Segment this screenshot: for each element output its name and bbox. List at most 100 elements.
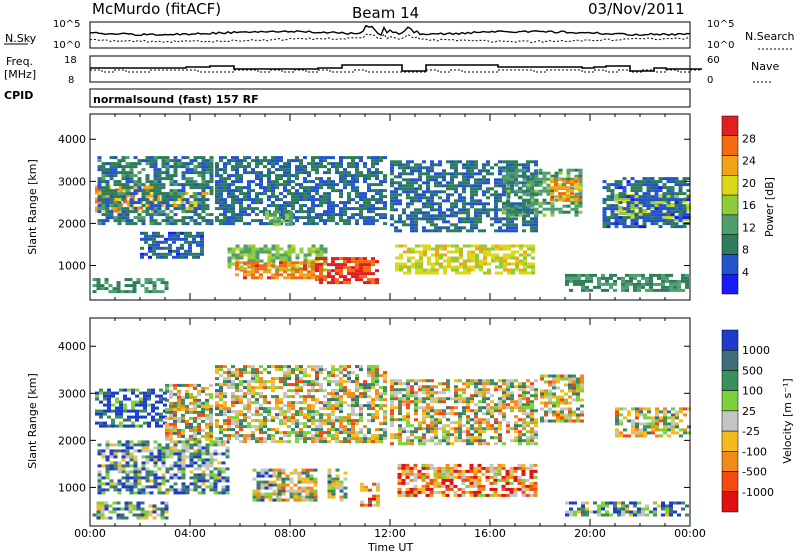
power-cell <box>637 282 641 286</box>
velocity-cell <box>319 386 323 390</box>
power-cell <box>185 165 190 169</box>
velocity-cell <box>112 507 117 511</box>
power-cell <box>197 192 202 196</box>
velocity-cell <box>185 422 189 426</box>
power-cell <box>530 183 535 187</box>
velocity-cell <box>343 440 347 444</box>
power-cell <box>526 183 531 187</box>
power-cell <box>671 215 675 218</box>
velocity-cell <box>247 371 251 375</box>
velocity-cell <box>173 419 177 423</box>
power-cell <box>538 204 543 208</box>
power-cell <box>662 204 667 208</box>
power-cell <box>446 193 450 197</box>
power-cell <box>121 207 126 211</box>
power-cell <box>626 183 631 187</box>
velocity-cell <box>285 489 290 493</box>
velocity-cell <box>327 471 332 475</box>
power-cell <box>97 159 102 163</box>
power-cell <box>510 180 515 184</box>
power-cell <box>315 257 319 261</box>
velocity-cell <box>143 397 147 401</box>
power-cell <box>235 247 240 251</box>
noise-left-tick-bottom: 10^0 <box>53 40 80 51</box>
power-cell <box>327 195 331 199</box>
power-cell <box>161 195 166 199</box>
power-cell <box>622 222 627 226</box>
power-cell <box>674 222 679 226</box>
power-cell <box>351 180 355 184</box>
power-cell <box>531 256 535 260</box>
power-cell <box>618 216 623 220</box>
power-cell <box>406 196 410 200</box>
power-cell <box>577 279 581 283</box>
power-cell <box>605 288 609 292</box>
velocity-cell <box>359 395 363 399</box>
power-cell <box>255 183 259 187</box>
power-cell <box>642 192 647 196</box>
power-cell <box>180 255 184 259</box>
power-cell <box>319 180 323 184</box>
power-cell <box>597 279 601 283</box>
power-cell <box>602 216 607 220</box>
power-cell <box>367 272 371 276</box>
velocity-cell <box>256 480 261 484</box>
velocity-cell <box>319 371 323 375</box>
velocity-cell <box>185 404 189 408</box>
power-cell <box>394 196 398 200</box>
velocity-cell <box>252 468 257 472</box>
velocity-cell <box>275 440 279 444</box>
power-cell <box>610 195 615 199</box>
power-cell <box>474 166 478 170</box>
power-cell <box>403 250 407 254</box>
velocity-cell <box>173 410 177 414</box>
power-cell <box>140 255 144 259</box>
power-cell <box>153 180 158 184</box>
power-cell <box>683 218 687 221</box>
power-cell <box>410 166 414 170</box>
velocity-cell <box>359 386 363 390</box>
power-cell <box>479 247 483 251</box>
velocity-cell <box>165 431 169 435</box>
velocity-cell <box>219 368 223 372</box>
power-cell <box>152 240 156 244</box>
power-cell <box>109 156 114 160</box>
power-cell <box>303 256 308 260</box>
power-cell <box>231 256 236 260</box>
power-cell <box>502 223 506 227</box>
power-cell <box>315 266 319 270</box>
power-cell <box>534 177 539 181</box>
power-cell <box>95 185 99 189</box>
velocity-cell <box>227 434 231 438</box>
power-cell <box>137 216 142 220</box>
power-cell <box>283 189 287 193</box>
power-cell <box>503 244 507 248</box>
velocity-cell <box>185 410 189 414</box>
power-cell <box>426 166 430 170</box>
velocity-cell <box>105 482 110 486</box>
velocity-cell <box>193 461 198 465</box>
power-cell <box>219 177 223 181</box>
power-cell <box>287 192 291 196</box>
power-cell <box>511 271 515 275</box>
velocity-cell <box>201 446 206 450</box>
power-cell <box>363 207 367 211</box>
velocity-cell <box>331 434 335 438</box>
power-cell <box>423 271 427 275</box>
velocity-cell <box>153 476 158 480</box>
power-cell <box>239 174 243 178</box>
velocity-cell <box>309 495 314 499</box>
power-cell <box>415 271 419 275</box>
velocity-cell <box>153 473 158 477</box>
power-cell <box>113 219 118 223</box>
power-cell <box>569 276 573 280</box>
velocity-cell <box>141 491 146 495</box>
velocity-cell <box>124 501 129 505</box>
power-cell <box>223 177 227 181</box>
velocity-cell <box>305 480 310 484</box>
power-cell <box>527 247 531 251</box>
power-cell <box>295 195 299 199</box>
velocity-cell <box>121 464 126 468</box>
velocity-cell <box>271 440 275 444</box>
power-cell <box>462 175 466 179</box>
